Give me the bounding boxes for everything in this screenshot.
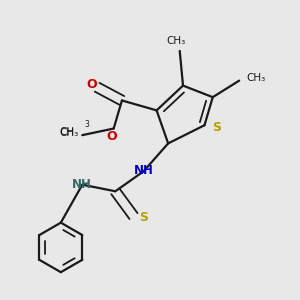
Text: O: O <box>86 78 97 91</box>
Text: CH₃: CH₃ <box>246 73 265 83</box>
Text: CH₃: CH₃ <box>59 128 79 139</box>
Text: S: S <box>140 211 148 224</box>
Text: NH: NH <box>134 164 153 177</box>
Text: NH: NH <box>72 178 92 190</box>
Text: CH: CH <box>59 128 74 137</box>
Text: S: S <box>212 122 221 134</box>
Text: CH₃: CH₃ <box>167 36 186 46</box>
Text: 3: 3 <box>84 120 89 129</box>
Text: O: O <box>107 130 117 143</box>
